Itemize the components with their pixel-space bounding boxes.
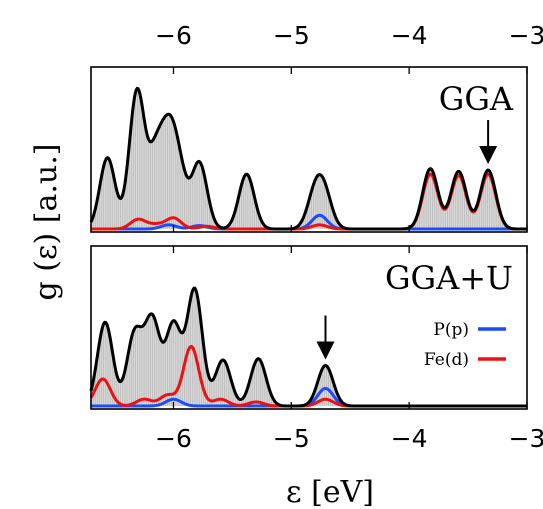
total-dos-fill: [91, 288, 527, 406]
panel-gga-u: GGA+U P(p) Fe(d): [89, 245, 528, 410]
x-axis-label: ε [eV]: [286, 475, 374, 509]
top-tick-labels: −6 −5 −4 −3: [155, 21, 543, 50]
panel-frame: [90, 66, 528, 233]
bottom-tick-labels: −6 −5 −4 −3: [155, 424, 543, 453]
bottom-tick-label: −3: [509, 424, 543, 453]
panel-frame: [90, 245, 528, 410]
top-tick-label: −4: [391, 21, 428, 50]
bottom-tick-label: −6: [155, 424, 192, 453]
series-p-p-line: [91, 213, 527, 231]
panel-label: GGA: [439, 80, 514, 118]
series-total-dos-line: [89, 86, 527, 231]
legend-label: P(p): [433, 320, 469, 340]
bottom-tick-label: −4: [391, 424, 428, 453]
series-total-dos-line: [89, 286, 527, 408]
total-dos-fill: [91, 88, 527, 230]
legend: P(p) Fe(d): [424, 320, 506, 370]
bottom-tick-label: −5: [273, 424, 310, 453]
panel-label: GGA+U: [385, 259, 513, 297]
top-tick-label: −3: [509, 21, 543, 50]
legend-label: Fe(d): [424, 350, 469, 370]
panel-gga: GGA: [89, 66, 528, 233]
top-tick-label: −6: [155, 21, 192, 50]
top-tick-label: −5: [273, 21, 310, 50]
y-axis-label: g (ε) [a.u.]: [29, 144, 64, 301]
arrow-down-icon: [479, 146, 498, 165]
arrow-down-icon: [316, 341, 335, 360]
